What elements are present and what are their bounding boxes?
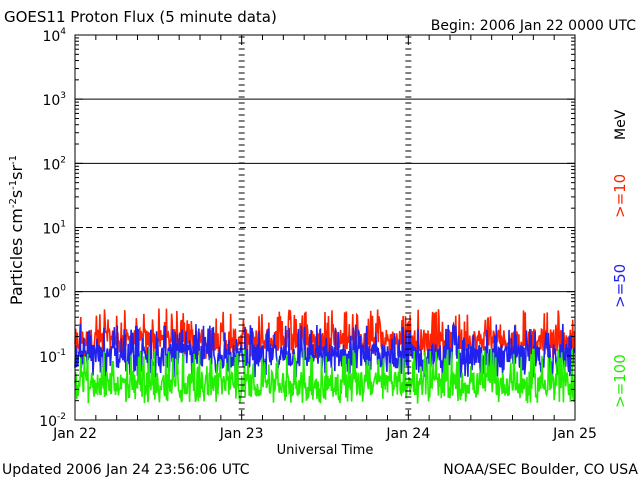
chart-title: GOES11 Proton Flux (5 minute data) bbox=[4, 8, 277, 26]
source-label: NOAA/SEC Boulder, CO USA bbox=[443, 462, 638, 478]
y-tick-label: 101 bbox=[42, 220, 66, 238]
y-tick-label-base: 10 bbox=[42, 93, 60, 109]
y-tick-label: 100 bbox=[42, 284, 66, 302]
x-tick-label: Jan 23 bbox=[219, 426, 264, 442]
threshold-layer bbox=[75, 98, 575, 293]
x-tick-label: Jan 25 bbox=[552, 426, 597, 442]
y-tick-label: 10-1 bbox=[39, 348, 66, 366]
y-tick-label-exp: 0 bbox=[60, 284, 66, 294]
series-layer bbox=[74, 308, 576, 404]
x-tick-label: Jan 22 bbox=[52, 426, 97, 442]
y-tick-label: 103 bbox=[42, 91, 66, 109]
legend-ge50: >=50 bbox=[611, 264, 629, 308]
x-tick-layer: Jan 22 Jan 23 Jan 24 Jan 25 bbox=[52, 35, 597, 442]
y-tick-label-exp: -2 bbox=[57, 412, 66, 422]
y-tick-label-base: 10 bbox=[42, 222, 60, 238]
y-tick-label-exp: 3 bbox=[60, 91, 66, 101]
y-tick-label-exp: 2 bbox=[60, 155, 66, 165]
y-tick-label-base: 10 bbox=[42, 286, 60, 302]
y-tick-label-exp: 1 bbox=[60, 220, 66, 230]
x-axis-label: Universal Time bbox=[277, 443, 374, 458]
y-tick-label-base: 10 bbox=[39, 414, 57, 430]
y-tick-label: 102 bbox=[42, 155, 66, 173]
updated-label: Updated 2006 Jan 24 23:56:06 UTC bbox=[2, 462, 250, 478]
y-tick-label-exp: -1 bbox=[57, 348, 66, 358]
y-axis-label-exp2: -1 bbox=[8, 180, 19, 190]
y-axis-label-s: s bbox=[7, 190, 26, 198]
plot-frame bbox=[74, 34, 576, 421]
legend-ge100: >=100 bbox=[611, 354, 629, 408]
y-axis-label-exp3: -1 bbox=[8, 155, 19, 165]
day-marker-layer bbox=[238, 36, 412, 416]
y-axis-label-sr: sr bbox=[7, 165, 26, 180]
y-axis-label-main: Particles cm bbox=[7, 208, 26, 305]
x-tick-label: Jan 24 bbox=[385, 426, 430, 442]
y-axis-label: Particles cm-2s-1sr-1 bbox=[7, 155, 26, 305]
y-tick-label-exp: 4 bbox=[60, 27, 66, 37]
legend-unit: MeV bbox=[613, 109, 629, 140]
y-tick-label-base: 10 bbox=[39, 350, 57, 366]
y-tick-label: 10-2 bbox=[39, 412, 66, 430]
begin-label: Begin: 2006 Jan 22 0000 UTC bbox=[431, 18, 636, 34]
y-tick-label: 104 bbox=[42, 27, 66, 45]
y-tick-label-base: 10 bbox=[42, 157, 60, 173]
y-axis-label-exp1: -2 bbox=[8, 198, 19, 208]
series-line-2 bbox=[74, 348, 576, 404]
legend-ge10: >=10 bbox=[611, 174, 629, 218]
y-tick-label-base: 10 bbox=[42, 29, 60, 45]
